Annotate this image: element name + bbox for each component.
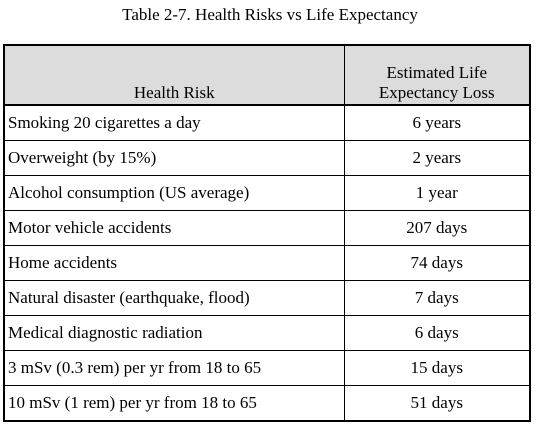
- loss-cell: 51 days: [343, 385, 531, 422]
- table-row: Smoking 20 cigarettes a day 6 years: [3, 104, 531, 141]
- table-row: Motor vehicle accidents 207 days: [3, 210, 531, 246]
- risk-cell: Overweight (by 15%): [3, 140, 345, 176]
- risk-cell: Smoking 20 cigarettes a day: [3, 104, 345, 141]
- loss-cell: 1 year: [343, 175, 531, 211]
- risk-cell: Alcohol consumption (US average): [3, 175, 345, 211]
- table-row: 3 mSv (0.3 rem) per yr from 18 to 65 15 …: [3, 350, 531, 386]
- risk-cell: Natural disaster (earthquake, flood): [3, 280, 345, 316]
- risk-cell: 10 mSv (1 rem) per yr from 18 to 65: [3, 385, 345, 422]
- table-row: Medical diagnostic radiation 6 days: [3, 315, 531, 351]
- risk-cell: Motor vehicle accidents: [3, 210, 345, 246]
- health-risks-table: Health Risk Estimated Life Expectancy Lo…: [3, 44, 531, 422]
- loss-cell: 7 days: [343, 280, 531, 316]
- loss-cell: 74 days: [343, 245, 531, 281]
- table-row: 10 mSv (1 rem) per yr from 18 to 65 51 d…: [3, 385, 531, 422]
- header-health-risk: Health Risk: [3, 44, 345, 106]
- risk-cell: Home accidents: [3, 245, 345, 281]
- table-row: Alcohol consumption (US average) 1 year: [3, 175, 531, 211]
- header-life-expectancy-loss: Estimated Life Expectancy Loss: [343, 44, 531, 106]
- loss-cell: 15 days: [343, 350, 531, 386]
- table-header: Health Risk Estimated Life Expectancy Lo…: [3, 44, 531, 106]
- table-caption: Table 2-7. Health Risks vs Life Expectan…: [122, 5, 418, 24]
- table-row: Overweight (by 15%) 2 years: [3, 140, 531, 176]
- table-body: Smoking 20 cigarettes a day 6 years Over…: [3, 104, 531, 422]
- risk-cell: 3 mSv (0.3 rem) per yr from 18 to 65: [3, 350, 345, 386]
- risk-cell: Medical diagnostic radiation: [3, 315, 345, 351]
- header-row: Health Risk Estimated Life Expectancy Lo…: [3, 44, 531, 106]
- loss-cell: 207 days: [343, 210, 531, 246]
- loss-cell: 6 days: [343, 315, 531, 351]
- table-row: Natural disaster (earthquake, flood) 7 d…: [3, 280, 531, 316]
- loss-cell: 2 years: [343, 140, 531, 176]
- table-row: Home accidents 74 days: [3, 245, 531, 281]
- header-loss-line-1: Estimated Life: [386, 63, 488, 82]
- loss-cell: 6 years: [343, 104, 531, 141]
- header-loss-line-2: Expectancy Loss: [378, 83, 495, 102]
